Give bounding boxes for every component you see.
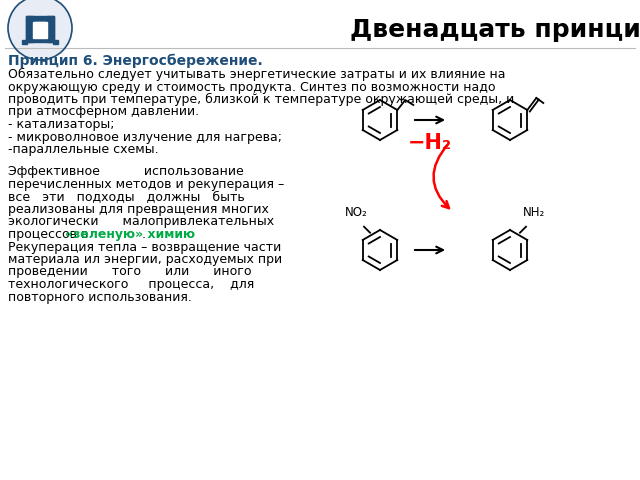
Text: проведении      того      или      иного: проведении того или иного <box>8 265 252 278</box>
Text: -параллельные схемы.: -параллельные схемы. <box>8 143 159 156</box>
Bar <box>33 22 47 38</box>
Circle shape <box>8 0 72 60</box>
Text: - микроволновое излучение для нагрева;: - микроволновое излучение для нагрева; <box>8 131 282 144</box>
Text: все   эти   подходы   должны   быть: все эти подходы должны быть <box>8 191 244 204</box>
Text: процессов в: процессов в <box>8 228 92 241</box>
Bar <box>22 40 27 44</box>
Text: Эффективное           использование: Эффективное использование <box>8 166 244 179</box>
Text: .: . <box>142 228 146 241</box>
Text: повторного использования.: повторного использования. <box>8 290 192 303</box>
Text: реализованы для превращения многих: реализованы для превращения многих <box>8 203 269 216</box>
Text: технологического     процесса,    для: технологического процесса, для <box>8 278 254 291</box>
Text: проводить при температуре, близкой к температуре окружающей среды, и: проводить при температуре, близкой к тем… <box>8 93 515 106</box>
Bar <box>26 22 54 42</box>
FancyArrowPatch shape <box>433 144 449 208</box>
Bar <box>35 22 45 26</box>
Text: Двенадцать принципов зеленой химии: Двенадцать принципов зеленой химии <box>350 18 640 42</box>
Bar <box>47 16 54 42</box>
Text: материала ил энергии, расходуемых при: материала ил энергии, расходуемых при <box>8 253 282 266</box>
Text: окружающую среду и стоимость продукта. Синтез по возможности надо: окружающую среду и стоимость продукта. С… <box>8 81 495 94</box>
Text: Принцип 6. Энергосбережение.: Принцип 6. Энергосбережение. <box>8 54 263 68</box>
Text: экологически      малопривлекательных: экологически малопривлекательных <box>8 216 274 228</box>
Bar <box>26 16 54 22</box>
Text: NO₂: NO₂ <box>344 205 367 219</box>
Text: −H₂: −H₂ <box>408 133 452 153</box>
Text: Обязательно следует учитывать энергетические затраты и их влияние на: Обязательно следует учитывать энергетиче… <box>8 68 506 81</box>
Text: перечисленных методов и рекуперация –: перечисленных методов и рекуперация – <box>8 178 284 191</box>
Bar <box>53 40 58 44</box>
Text: при атмосферном давлении.: при атмосферном давлении. <box>8 106 199 119</box>
Text: «зеленую» химию: «зеленую» химию <box>65 228 195 241</box>
Text: Рекуперация тепла – возвращение части: Рекуперация тепла – возвращение части <box>8 240 281 253</box>
Text: NH₂: NH₂ <box>523 205 545 219</box>
Bar <box>26 16 33 42</box>
Text: - катализаторы;: - катализаторы; <box>8 118 115 131</box>
